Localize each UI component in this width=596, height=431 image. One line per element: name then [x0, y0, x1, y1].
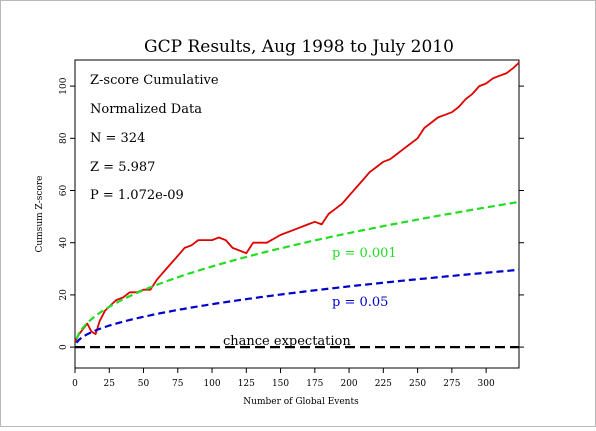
x-tick-label: 275 [443, 379, 460, 389]
x-tick-label: 100 [203, 379, 220, 389]
y-tick-label: 100 [59, 77, 69, 94]
label-chance-expectation: chance expectation [223, 334, 351, 349]
x-tick-label: 150 [272, 379, 289, 389]
series-line-1 [74, 61, 520, 343]
chart-title: GCP Results, Aug 1998 to July 2010 [144, 37, 454, 57]
series-layer [74, 61, 520, 349]
x-tick-label: 225 [375, 379, 392, 389]
x-axis-title: Number of Global Events [243, 397, 359, 407]
y-tick-label: 20 [59, 289, 69, 301]
y-tick-label: 80 [59, 132, 69, 144]
y-tick-label: 40 [59, 237, 69, 249]
x-tick-label: 0 [72, 379, 78, 389]
x-tick-label: 175 [306, 379, 323, 389]
x-tick-label: 250 [409, 379, 426, 389]
x-tick-label: 75 [172, 379, 184, 389]
series-line-2 [75, 200, 520, 340]
stats-block: Z-score Cumulative Normalized Data N = 3… [90, 73, 219, 203]
y-tick-label: 0 [59, 344, 69, 350]
x-tick-label: 125 [238, 379, 255, 389]
y-axis-title: Cumsum Z-score [35, 175, 45, 252]
label-p-005: p = 0.05 [332, 295, 388, 310]
y-tick-label: 60 [59, 185, 69, 197]
x-tick-label: 25 [104, 379, 116, 389]
stat-line-n: N = 324 [90, 131, 145, 146]
label-p-001: p = 0.001 [332, 246, 397, 261]
stat-line-2: Normalized Data [90, 102, 202, 117]
stat-line-1: Z-score Cumulative [90, 73, 219, 88]
series-line-3 [75, 268, 520, 344]
ticks-layer: 0 25 50 75 100 125 150 175 200 225 250 275 300 0 20 40 6… [59, 77, 524, 389]
x-tick-label: 200 [340, 379, 357, 389]
x-tick-label: 50 [138, 379, 150, 389]
stat-line-z: Z = 5.987 [90, 160, 155, 175]
stat-line-p: P = 1.072e-09 [90, 188, 184, 203]
x-tick-label: 300 [478, 379, 495, 389]
